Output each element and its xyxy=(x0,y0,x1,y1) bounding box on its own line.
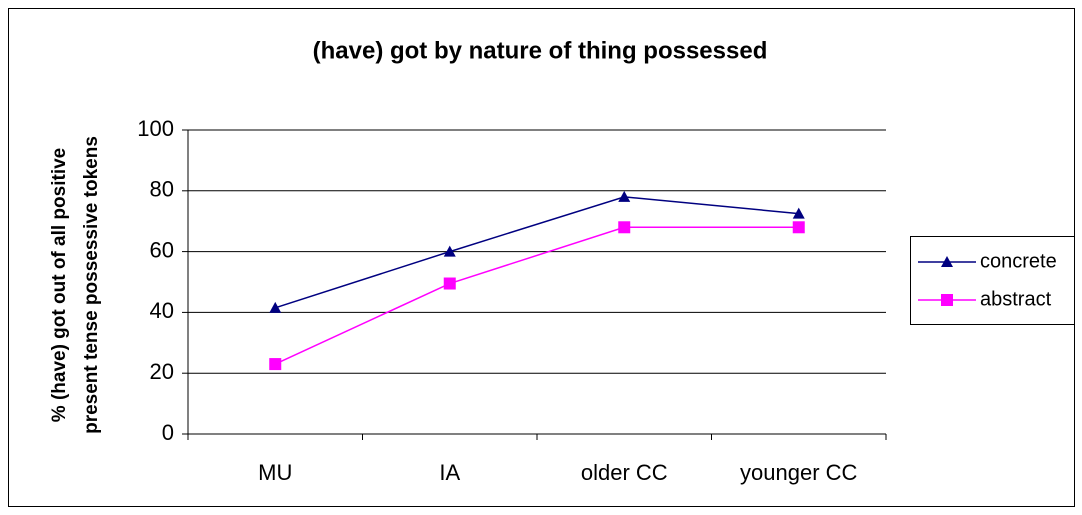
chart-title: (have) got by nature of thing possessed xyxy=(313,37,768,64)
data-point xyxy=(618,190,631,202)
data-point xyxy=(269,358,282,371)
y-axis-label-line: present tense possessive tokens xyxy=(81,136,102,434)
data-point xyxy=(792,221,805,234)
y-tick-label: 80 xyxy=(150,177,174,202)
y-tick-label: 0 xyxy=(162,420,174,445)
x-tick-label: MU xyxy=(258,460,292,485)
chart-border xyxy=(8,8,1075,507)
data-point xyxy=(792,207,805,219)
legend xyxy=(910,236,1075,325)
series-line xyxy=(275,196,799,309)
y-tick-label: 20 xyxy=(150,359,174,384)
x-tick-label: younger CC xyxy=(740,460,858,485)
series-line xyxy=(274,226,799,365)
legend-label: concrete xyxy=(980,250,1057,272)
data-point xyxy=(269,301,282,313)
y-tick-label: 100 xyxy=(137,116,174,141)
y-tick-label: 40 xyxy=(150,298,174,323)
legend-marker xyxy=(941,294,953,306)
y-axis-label: % (have) got out of all positive present… xyxy=(49,136,102,434)
data-point xyxy=(443,277,456,290)
data-point xyxy=(618,221,631,234)
y-axis-label-line: % (have) got out of all positive xyxy=(49,148,70,422)
y-tick-label: 60 xyxy=(150,237,174,262)
legend-marker xyxy=(941,256,953,267)
x-tick-label: IA xyxy=(439,460,460,485)
legend-label: abstract xyxy=(980,288,1052,310)
x-tick-label: older CC xyxy=(581,460,668,485)
data-point xyxy=(443,245,456,257)
